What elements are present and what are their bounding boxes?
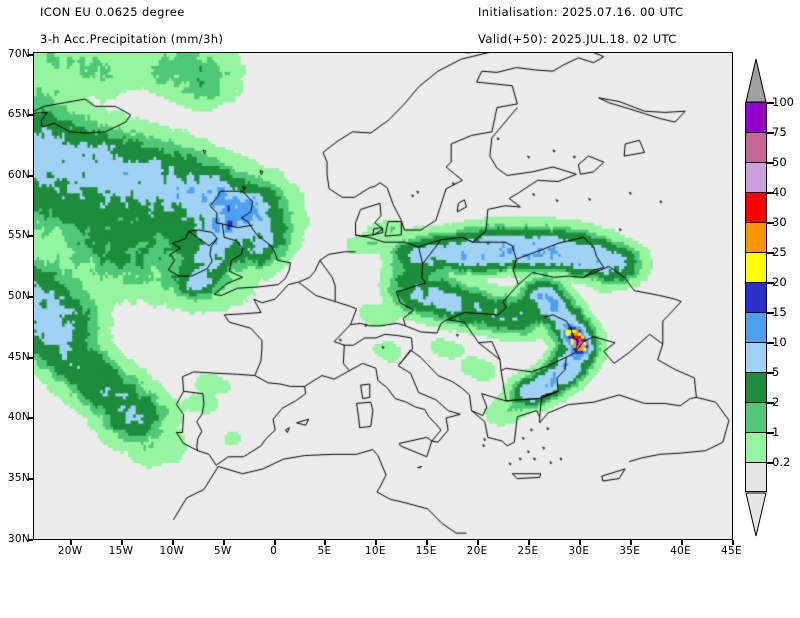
lon-tick-label: 35E [619,545,641,557]
lat-tick-mark [28,296,33,298]
lat-tick-label: 60N [7,168,30,181]
colorbar [745,58,767,537]
colorbar-tick-mark [767,222,774,224]
lat-tick-label: 65N [7,108,30,121]
colorbar-tick-label: 1 [772,425,780,439]
colorbar-segment [745,342,767,372]
colorbar-segment [745,462,767,492]
lon-tick-mark [681,540,683,545]
lon-tick-mark [324,540,326,545]
colorbar-tick-label: 5 [772,365,780,379]
colorbar-segment [745,102,767,132]
lon-tick-label: 20W [57,545,83,557]
colorbar-tick-mark [767,192,774,194]
colorbar-tick-label: 15 [772,305,787,319]
colorbar-tick-label: 100 [772,95,794,109]
field-title: 3-h Acc.Precipitation (mm/3h) [40,32,224,46]
lon-tick-label: 0 [270,545,278,557]
lon-tick-mark [375,540,377,545]
colorbar-tick-mark [767,402,774,404]
lon-tick-mark [274,540,276,545]
colorbar-tick-label: 10 [772,335,787,349]
colorbar-segment [745,432,767,462]
colorbar-tick-label: 2 [772,395,780,409]
colorbar-segment [745,162,767,192]
colorbar-tick-label: 20 [772,275,787,289]
lat-tick-label: 45N [7,350,30,363]
lon-tick-label: 5W [213,545,232,557]
colorbar-tick-mark [767,312,774,314]
lat-tick-label: 70N [7,47,30,60]
colorbar-segment [745,402,767,432]
colorbar-segment [745,252,767,282]
lat-tick-mark [28,235,33,237]
colorbar-tick-label: 50 [772,155,787,169]
lon-tick-mark [630,540,632,545]
lat-tick-label: 55N [7,229,30,242]
colorbar-tick-label: 0.2 [772,455,791,469]
lon-tick-label: 5E [317,545,332,557]
colorbar-segment [745,372,767,402]
valid-time: Valid(+50): 2025.JUL.18. 02 UTC [478,32,677,46]
lat-tick-label: 40N [7,411,30,424]
lat-tick-mark [28,175,33,177]
colorbar-tick-mark [767,282,774,284]
colorbar-segments [745,102,767,492]
lon-tick-mark [172,540,174,545]
colorbar-tick-mark [767,462,774,464]
precipitation-raster [34,53,731,538]
colorbar-segment [745,312,767,342]
colorbar-tick-mark [767,372,774,374]
colorbar-tick-mark [767,342,774,344]
colorbar-segment [745,132,767,162]
lon-tick-label: 45E [721,545,742,557]
lon-tick-label: 25E [517,545,539,557]
lon-tick-mark [732,540,734,545]
colorbar-segment [745,192,767,222]
lon-tick-mark [70,540,72,545]
initialisation-time: Initialisation: 2025.07.16. 00 UTC [478,5,684,19]
lat-tick-mark [28,114,33,116]
lon-tick-mark [426,540,428,545]
lon-tick-mark [579,540,581,545]
colorbar-tick-mark [767,252,774,254]
colorbar-tick-label: 30 [772,215,787,229]
lat-tick-label: 30N [7,532,30,545]
lon-tick-label: 10E [364,545,386,557]
colorbar-tick-mark [767,102,774,104]
colorbar-tick-label: 75 [772,125,787,139]
lon-tick-label: 15E [415,545,437,557]
colorbar-tick-label: 25 [772,245,787,259]
colorbar-tick-label: 40 [772,185,787,199]
lon-tick-mark [528,540,530,545]
colorbar-tick-mark [767,132,774,134]
lat-tick-mark [28,54,33,56]
lon-tick-mark [121,540,123,545]
colorbar-tick-mark [767,432,774,434]
colorbar-over-arrow [745,58,767,103]
lon-tick-mark [477,540,479,545]
lon-tick-label: 15W [108,545,134,557]
colorbar-tick-mark [767,162,774,164]
lat-tick-mark [28,417,33,419]
lat-tick-mark [28,357,33,359]
colorbar-segment [745,222,767,252]
lon-tick-mark [223,540,225,545]
lon-tick-label: 30E [568,545,590,557]
lon-tick-label: 20E [466,545,488,557]
lon-tick-label: 10W [159,545,185,557]
model-title: ICON EU 0.0625 degree [40,5,185,19]
lon-tick-label: 40E [670,545,692,557]
colorbar-under-arrow [745,492,767,537]
lat-tick-label: 35N [7,471,30,484]
lat-tick-mark [28,478,33,480]
lat-tick-mark [28,539,33,541]
lat-tick-label: 50N [7,290,30,302]
colorbar-segment [745,282,767,312]
precipitation-map [33,52,733,540]
